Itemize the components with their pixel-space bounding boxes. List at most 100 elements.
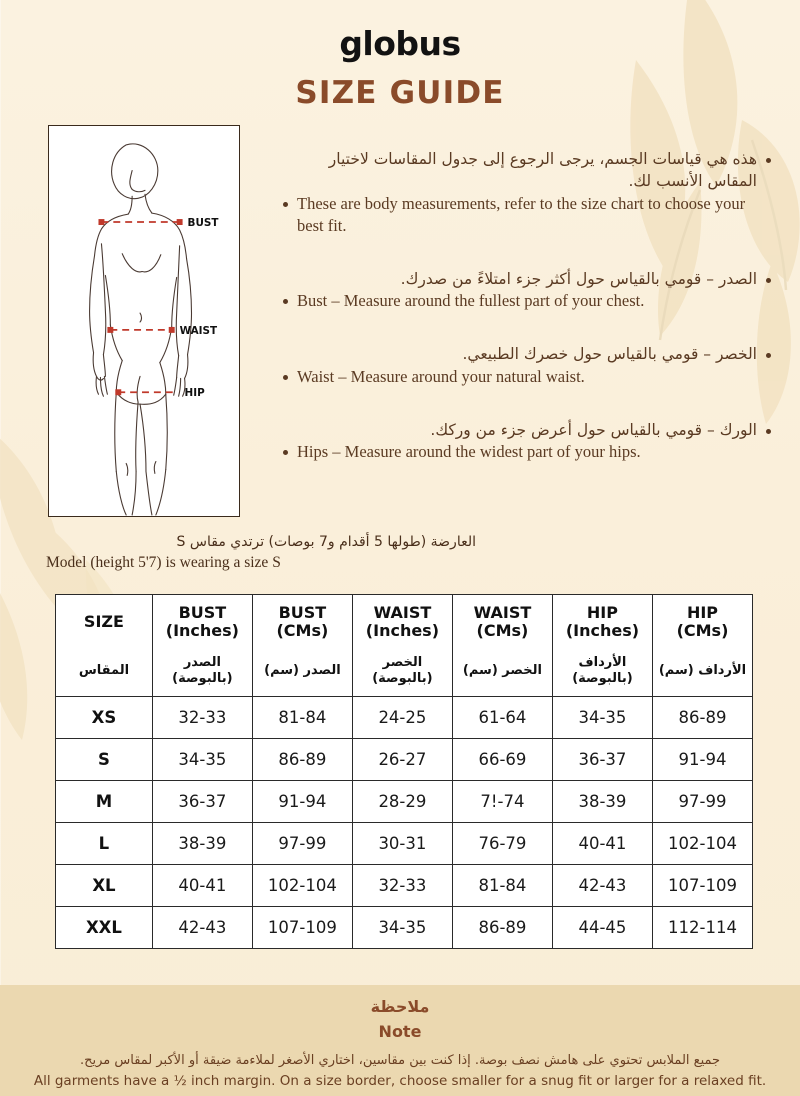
th-bust-inches: BUST (Inches) xyxy=(151,594,253,651)
cell-waist-inches: 28-29 xyxy=(351,779,453,823)
footer-note-title-ar: ملاحظة xyxy=(370,997,430,1016)
cell-bust-inches: 42-43 xyxy=(151,905,253,949)
cell-bust-cms: 107-109 xyxy=(251,905,353,949)
cell-waist-cms: 86-89 xyxy=(451,905,553,949)
th-ar-hip-cms: الأرداف (سم) xyxy=(651,650,754,697)
cell-hip-inches: 36-37 xyxy=(551,737,653,781)
cell-bust-inches: 36-37 xyxy=(151,779,253,823)
footer-note: ملاحظة Note جميع الملابس تحتوي على هامش … xyxy=(0,985,800,1096)
cell-waist-inches: 32-33 xyxy=(351,863,453,907)
cell-size: XS xyxy=(55,695,153,739)
bullet-text-ar: الورك – قومي بالقياس حول أعرض جزء من ورك… xyxy=(430,420,757,439)
cell-hip-cms: 91-94 xyxy=(651,737,754,781)
cell-waist-inches: 24-25 xyxy=(351,695,453,739)
footer-note-body-en: All garments have a ½ inch margin. On a … xyxy=(33,1073,767,1090)
cell-bust-cms: 86-89 xyxy=(251,737,353,781)
table-row: XXL 42-43 107-109 34-35 86-89 44-45 112-114 xyxy=(55,905,754,949)
model-caption-en: Model (height 5'7) is wearing a size S xyxy=(46,553,281,571)
waist-measure-line xyxy=(107,326,175,333)
bullet-text-en: Waist – Measure around your natural wais… xyxy=(297,366,585,386)
cell-waist-inches: 34-35 xyxy=(351,905,453,949)
bullet-text-ar: هذه هي قياسات الجسم، يرجى الرجوع إلى جدو… xyxy=(328,150,757,191)
table-header-row-ar: المقاس الصدر (بالبوصة) الصدر (سم) الخصر … xyxy=(55,650,754,697)
th-ar-bust-inches: الصدر (بالبوصة) xyxy=(151,650,253,697)
instruction-group-bust: الصدر – قومي بالقياس حول أكثر جزء امتلاء… xyxy=(283,268,771,312)
bullet-item-en: These are body measurements, refer to th… xyxy=(283,193,771,237)
th-ar-size: المقاس xyxy=(55,650,153,697)
bullet-item-ar: هذه هي قياسات الجسم، يرجى الرجوع إلى جدو… xyxy=(283,148,771,193)
size-chart-table: SIZE BUST (Inches) BUST (CMs) WAIST (Inc… xyxy=(55,594,754,949)
cell-waist-cms: 66-69 xyxy=(451,737,553,781)
cell-hip-cms: 107-109 xyxy=(651,863,754,907)
th-bust-cms: BUST (CMs) xyxy=(251,594,353,651)
bullet-item-ar: الخصر – قومي بالقياس حول خصرك الطبيعي. xyxy=(283,343,771,365)
cell-size: XXL xyxy=(55,905,153,949)
bullet-dot-icon xyxy=(766,428,771,434)
table-row: XS 32-33 81-84 24-25 61-64 34-35 86-89 xyxy=(55,695,754,739)
table-body: XS 32-33 81-84 24-25 61-64 34-35 86-89 S 34-35 86… xyxy=(55,695,754,949)
footer-note-title-en: Note xyxy=(378,1021,422,1041)
th-waist-cms: WAIST (CMs) xyxy=(451,594,553,651)
cell-hip-inches: 42-43 xyxy=(551,863,653,907)
model-caption: العارضة (طولها 5 أقدام و7 بوصات) ترتدي م… xyxy=(46,533,476,574)
bullet-text-ar: الخصر – قومي بالقياس حول خصرك الطبيعي. xyxy=(462,345,757,364)
th-hip-inches: HIP (Inches) xyxy=(551,594,653,651)
cell-bust-cms: 102-104 xyxy=(251,863,353,907)
th-ar-hip-inches: الأرداف (بالبوصة) xyxy=(551,650,653,697)
bullet-dot-icon xyxy=(283,374,288,380)
cell-size: S xyxy=(55,737,153,781)
table-row: XL 40-41 102-104 32-33 81-84 42-43 107-109 xyxy=(55,863,754,907)
th-ar-waist-cms: الخصر (سم) xyxy=(451,650,553,697)
cell-hip-inches: 34-35 xyxy=(551,695,653,739)
brand-logo: globus xyxy=(339,24,461,63)
bullet-item-ar: الصدر – قومي بالقياس حول أكثر جزء امتلاء… xyxy=(283,268,771,290)
bullet-text-en: Hips – Measure around the widest part of… xyxy=(297,442,641,462)
cell-waist-cms: 7!-74 xyxy=(451,779,553,823)
th-ar-bust-cms: الصدر (سم) xyxy=(251,650,353,697)
cell-bust-cms: 81-84 xyxy=(251,695,353,739)
table-header-row-en: SIZE BUST (Inches) BUST (CMs) WAIST (Inc… xyxy=(55,594,754,651)
cell-waist-inches: 30-31 xyxy=(351,821,453,865)
bullet-item-en: Hips – Measure around the widest part of… xyxy=(283,441,771,463)
cell-hip-cms: 102-104 xyxy=(651,821,754,865)
bust-measure-line xyxy=(98,219,183,226)
cell-hip-cms: 112-114 xyxy=(651,905,754,949)
table-row: S 34-35 86-89 26-27 66-69 36-37 91-94 xyxy=(55,737,754,781)
bullet-dot-icon xyxy=(766,353,771,359)
bullet-text-en: Bust – Measure around the fullest part o… xyxy=(297,291,645,311)
th-hip-cms: HIP (CMs) xyxy=(651,594,754,651)
cell-hip-inches: 40-41 xyxy=(551,821,653,865)
cell-hip-cms: 86-89 xyxy=(651,695,754,739)
cell-hip-inches: 44-45 xyxy=(551,905,653,949)
cell-bust-inches: 34-35 xyxy=(151,737,253,781)
table-row: L 38-39 97-99 30-31 76-79 40-41 102-104 xyxy=(55,821,754,865)
cell-size: XL xyxy=(55,863,153,907)
female-body-figure-icon: BUST WAIST HIP xyxy=(89,143,219,516)
size-chart-container: SIZE BUST (Inches) BUST (CMs) WAIST (Inc… xyxy=(55,594,754,949)
th-ar-waist-inches: الخصر (بالبوصة) xyxy=(351,650,453,697)
page-header: globus SIZE GUIDE xyxy=(0,24,800,112)
footer-note-body-ar: جميع الملابس تحتوي على هامش نصف بوصة. إذ… xyxy=(79,1052,721,1068)
cell-waist-inches: 26-27 xyxy=(351,737,453,781)
page-title: SIZE GUIDE xyxy=(295,75,505,112)
bullet-item-en: Waist – Measure around your natural wais… xyxy=(283,366,771,388)
cell-bust-cms: 97-99 xyxy=(251,821,353,865)
figure-label-waist: WAIST xyxy=(180,325,218,337)
hip-measure-line xyxy=(115,389,178,396)
cell-hip-inches: 38-39 xyxy=(551,779,653,823)
th-size: SIZE xyxy=(55,594,153,651)
cell-waist-cms: 76-79 xyxy=(451,821,553,865)
body-measurement-illustration: BUST WAIST HIP xyxy=(48,125,240,517)
model-caption-ar: العارضة (طولها 5 أقدام و7 بوصات) ترتدي م… xyxy=(176,534,476,550)
bullet-dot-icon xyxy=(283,450,288,456)
cell-bust-inches: 38-39 xyxy=(151,821,253,865)
bullet-dot-icon xyxy=(283,299,288,305)
cell-bust-inches: 40-41 xyxy=(151,863,253,907)
bullet-item-en: Bust – Measure around the fullest part o… xyxy=(283,290,771,312)
cell-bust-inches: 32-33 xyxy=(151,695,253,739)
figure-label-hip: HIP xyxy=(185,387,206,399)
cell-waist-cms: 81-84 xyxy=(451,863,553,907)
bullet-text-en: These are body measurements, refer to th… xyxy=(297,193,746,235)
table-row: M 36-37 91-94 28-29 7!-74 38-39 97-99 xyxy=(55,779,754,823)
measurement-instructions: هذه هي قياسات الجسم، يرجى الرجوع إلى جدو… xyxy=(283,148,771,463)
